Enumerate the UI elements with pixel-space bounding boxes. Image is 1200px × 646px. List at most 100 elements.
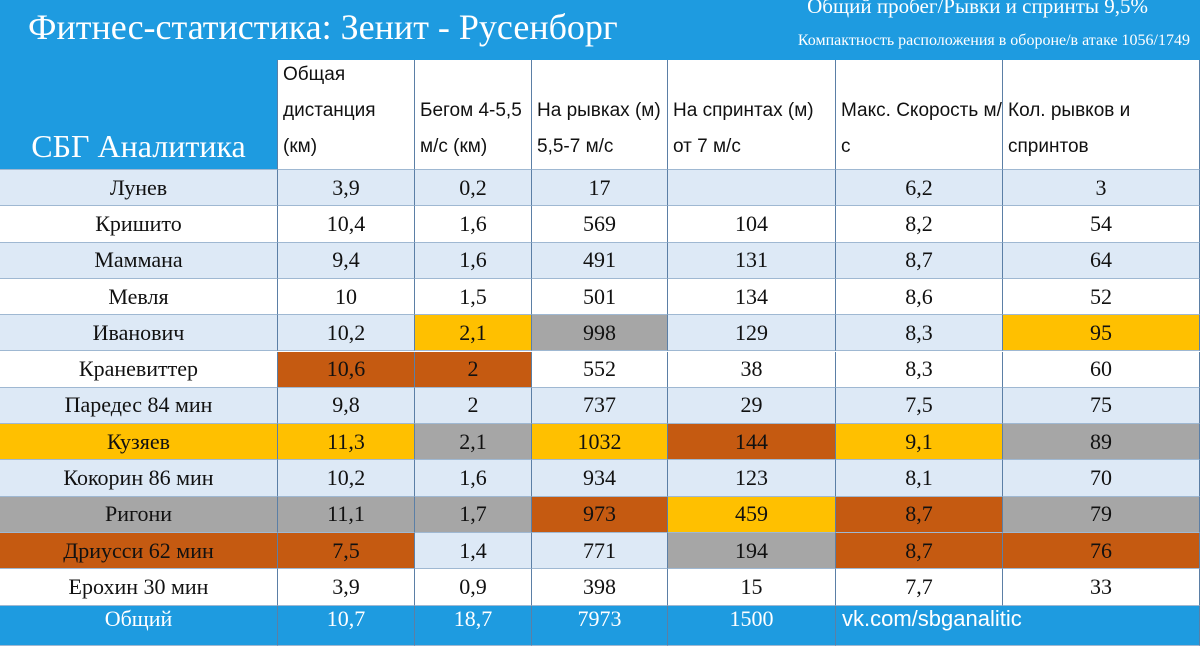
title: Фитнес-статистика: Зенит - Русенборг bbox=[28, 7, 618, 47]
value-cell: 737 bbox=[532, 387, 668, 425]
value-cell: 0,2 bbox=[415, 170, 532, 207]
value-cell: 552 bbox=[532, 351, 668, 388]
value-cell: 38 bbox=[668, 351, 836, 388]
value-cell: 11,1 bbox=[278, 496, 415, 533]
value-cell: 3,9 bbox=[278, 170, 415, 207]
value-cell: 8,3 bbox=[836, 351, 1003, 388]
value-cell: 8,7 bbox=[836, 242, 1003, 279]
value-cell: 6,2 bbox=[836, 170, 1003, 207]
total-cell: 7973 bbox=[532, 605, 668, 646]
column-header: Общая дистанция (км) bbox=[278, 60, 415, 170]
value-cell: 8,1 bbox=[836, 460, 1003, 497]
value-cell: 2,1 bbox=[415, 315, 532, 352]
value-cell: 1,6 bbox=[415, 206, 532, 243]
value-cell: 1,7 bbox=[415, 496, 532, 533]
value-cell: 9,8 bbox=[278, 387, 415, 425]
player-name: Краневиттер bbox=[0, 351, 278, 388]
player-name: Кокорин 86 мин bbox=[0, 460, 278, 497]
total-cell: 1500 bbox=[668, 605, 836, 646]
value-cell: 7,5 bbox=[278, 533, 415, 570]
value-cell: 998 bbox=[532, 315, 668, 352]
player-name: Паредес 84 мин bbox=[0, 387, 278, 425]
player-name: Мевля bbox=[0, 278, 278, 316]
value-cell: 491 bbox=[532, 242, 668, 279]
value-cell: 973 bbox=[532, 496, 668, 533]
column-header: Кол. рывков и спринтов bbox=[1003, 60, 1200, 170]
player-name: Лунев bbox=[0, 170, 278, 207]
value-cell: 54 bbox=[1003, 206, 1200, 243]
value-cell: 3,9 bbox=[278, 569, 415, 606]
value-cell: 11,3 bbox=[278, 424, 415, 461]
value-cell: 0,9 bbox=[415, 569, 532, 606]
value-cell: 79 bbox=[1003, 496, 1200, 533]
player-name: Иванович bbox=[0, 315, 278, 352]
value-cell: 10,6 bbox=[278, 351, 415, 388]
value-cell: 52 bbox=[1003, 278, 1200, 316]
total-cell: Общий bbox=[0, 605, 278, 646]
value-cell: 934 bbox=[532, 460, 668, 497]
value-cell: 501 bbox=[532, 278, 668, 316]
value-cell: 2 bbox=[415, 387, 532, 425]
value-cell: 76 bbox=[1003, 533, 1200, 570]
value-cell: 1,5 bbox=[415, 278, 532, 316]
column-header: Макс. Скорость м/с bbox=[836, 60, 1003, 170]
value-cell: 2 bbox=[415, 351, 532, 388]
value-cell: 1,6 bbox=[415, 242, 532, 279]
top-band bbox=[0, 0, 1200, 60]
note: Общий пробег/Рывки и спринты 9,5% bbox=[807, 0, 1148, 18]
value-cell: 29 bbox=[668, 387, 836, 425]
value-cell: 75 bbox=[1003, 387, 1200, 425]
value-cell: 131 bbox=[668, 242, 836, 279]
value-cell: 194 bbox=[668, 533, 836, 570]
value-cell: 10,4 bbox=[278, 206, 415, 243]
value-cell: 123 bbox=[668, 460, 836, 497]
value-cell: 33 bbox=[1003, 569, 1200, 606]
value-cell: 1,4 bbox=[415, 533, 532, 570]
value-cell: 104 bbox=[668, 206, 836, 243]
value-cell: 7,7 bbox=[836, 569, 1003, 606]
value-cell: 70 bbox=[1003, 460, 1200, 497]
value-cell: 144 bbox=[668, 424, 836, 461]
player-name: Кузяев bbox=[0, 424, 278, 461]
value-cell: 1,6 bbox=[415, 460, 532, 497]
value-cell: 17 bbox=[532, 170, 668, 207]
total-cell: 18,7 bbox=[415, 605, 532, 646]
value-cell: 398 bbox=[532, 569, 668, 606]
value-cell: 10,2 bbox=[278, 460, 415, 497]
value-cell: 7,5 bbox=[836, 387, 1003, 425]
value-cell: 8,2 bbox=[836, 206, 1003, 243]
link: vk.com/sbganalitic bbox=[836, 605, 1200, 646]
note: Компактность расположения в обороне/в ат… bbox=[797, 32, 1190, 49]
value-cell: 1032 bbox=[532, 424, 668, 461]
value-cell: 459 bbox=[668, 496, 836, 533]
value-cell: 89 bbox=[1003, 424, 1200, 461]
column-header: На рывках (м) 5,5-7 м/с bbox=[532, 60, 668, 170]
value-cell: 8,3 bbox=[836, 315, 1003, 352]
value-cell: 9,1 bbox=[836, 424, 1003, 461]
value-cell: 9,4 bbox=[278, 242, 415, 279]
value-cell: 771 bbox=[532, 533, 668, 570]
value-cell: 134 bbox=[668, 278, 836, 316]
brand: СБГ Аналитика bbox=[0, 60, 278, 170]
player-name: Маммана bbox=[0, 242, 278, 279]
value-cell: 569 bbox=[532, 206, 668, 243]
value-cell: 10,2 bbox=[278, 315, 415, 352]
player-name: Дриусси 62 мин bbox=[0, 533, 278, 570]
player-name: Кришито bbox=[0, 206, 278, 243]
value-cell: 8,7 bbox=[836, 496, 1003, 533]
player-name: Ригони bbox=[0, 496, 278, 533]
value-cell: 60 bbox=[1003, 351, 1200, 388]
value-cell: 8,7 bbox=[836, 533, 1003, 570]
value-cell: 129 bbox=[668, 315, 836, 352]
total-cell: 10,7 bbox=[278, 605, 415, 646]
value-cell bbox=[668, 170, 836, 207]
value-cell: 2,1 bbox=[415, 424, 532, 461]
column-header: На спринтах (м) от 7 м/с bbox=[668, 60, 836, 170]
value-cell: 95 bbox=[1003, 315, 1200, 352]
value-cell: 8,6 bbox=[836, 278, 1003, 316]
value-cell: 15 bbox=[668, 569, 836, 606]
player-name: Ерохин 30 мин bbox=[0, 569, 278, 606]
column-header: Бегом 4-5,5 м/с (км) bbox=[415, 60, 532, 170]
value-cell: 10 bbox=[278, 278, 415, 316]
